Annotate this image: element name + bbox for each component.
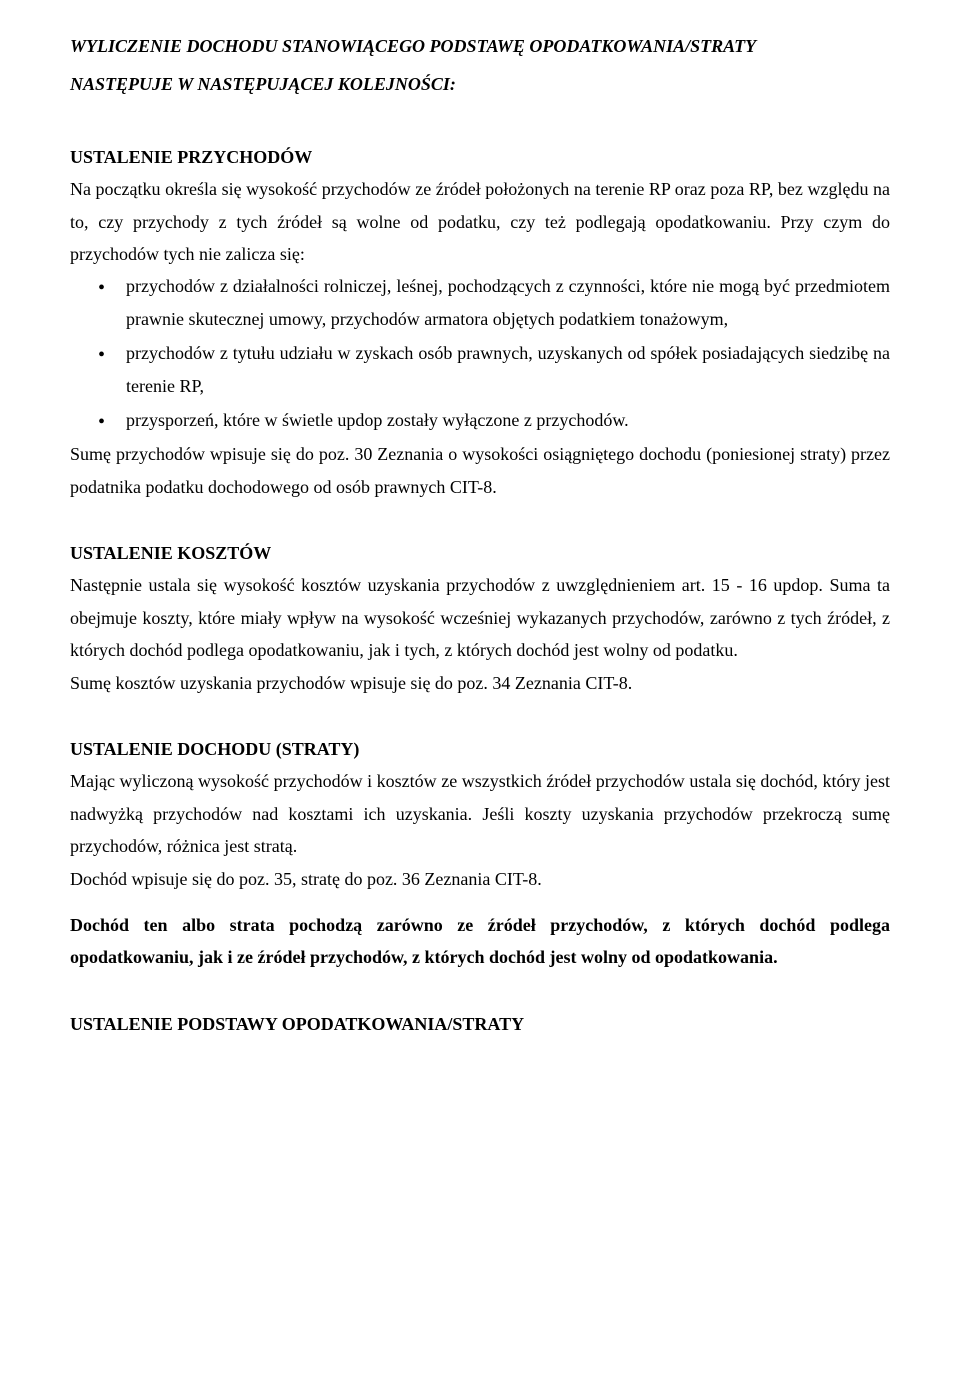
section1-bullet-list: przychodów z działalności rolniczej, leś… bbox=[70, 270, 890, 436]
section2-paragraph2: Sumę kosztów uzyskania przychodów wpisuj… bbox=[70, 667, 890, 699]
spacer bbox=[70, 503, 890, 517]
list-item: przysporzeń, które w świetle updop zosta… bbox=[98, 404, 890, 436]
list-item: przychodów z działalności rolniczej, leś… bbox=[98, 270, 890, 335]
main-title-line2: NASTĘPUJE W NASTĘPUJĄCEJ KOLEJNOŚCI: bbox=[70, 68, 890, 100]
section1-paragraph2: Sumę przychodów wpisuje się do poz. 30 Z… bbox=[70, 438, 890, 503]
section-heading-dochodu: USTALENIE DOCHODU (STRATY) bbox=[70, 733, 890, 765]
main-title-line1: WYLICZENIE DOCHODU STANOWIĄCEGO PODSTAWĘ… bbox=[70, 30, 890, 62]
spacer bbox=[70, 895, 890, 909]
section1-paragraph1: Na początku określa się wysokość przycho… bbox=[70, 173, 890, 270]
spacer bbox=[70, 699, 890, 713]
section3-paragraph1: Mając wyliczoną wysokość przychodów i ko… bbox=[70, 765, 890, 862]
section3-paragraph2: Dochód wpisuje się do poz. 35, stratę do… bbox=[70, 863, 890, 895]
section2-paragraph1: Następnie ustala się wysokość kosztów uz… bbox=[70, 569, 890, 666]
section3-bold-paragraph: Dochód ten albo strata pochodzą zarówno … bbox=[70, 909, 890, 974]
spacer bbox=[70, 107, 890, 121]
section-heading-podstawy: USTALENIE PODSTAWY OPODATKOWANIA/STRATY bbox=[70, 1008, 890, 1040]
section-heading-koszty: USTALENIE KOSZTÓW bbox=[70, 537, 890, 569]
section-heading-przychody: USTALENIE PRZYCHODÓW bbox=[70, 141, 890, 173]
spacer bbox=[70, 974, 890, 988]
list-item: przychodów z tytułu udziału w zyskach os… bbox=[98, 337, 890, 402]
document-page: WYLICZENIE DOCHODU STANOWIĄCEGO PODSTAWĘ… bbox=[0, 0, 960, 1080]
